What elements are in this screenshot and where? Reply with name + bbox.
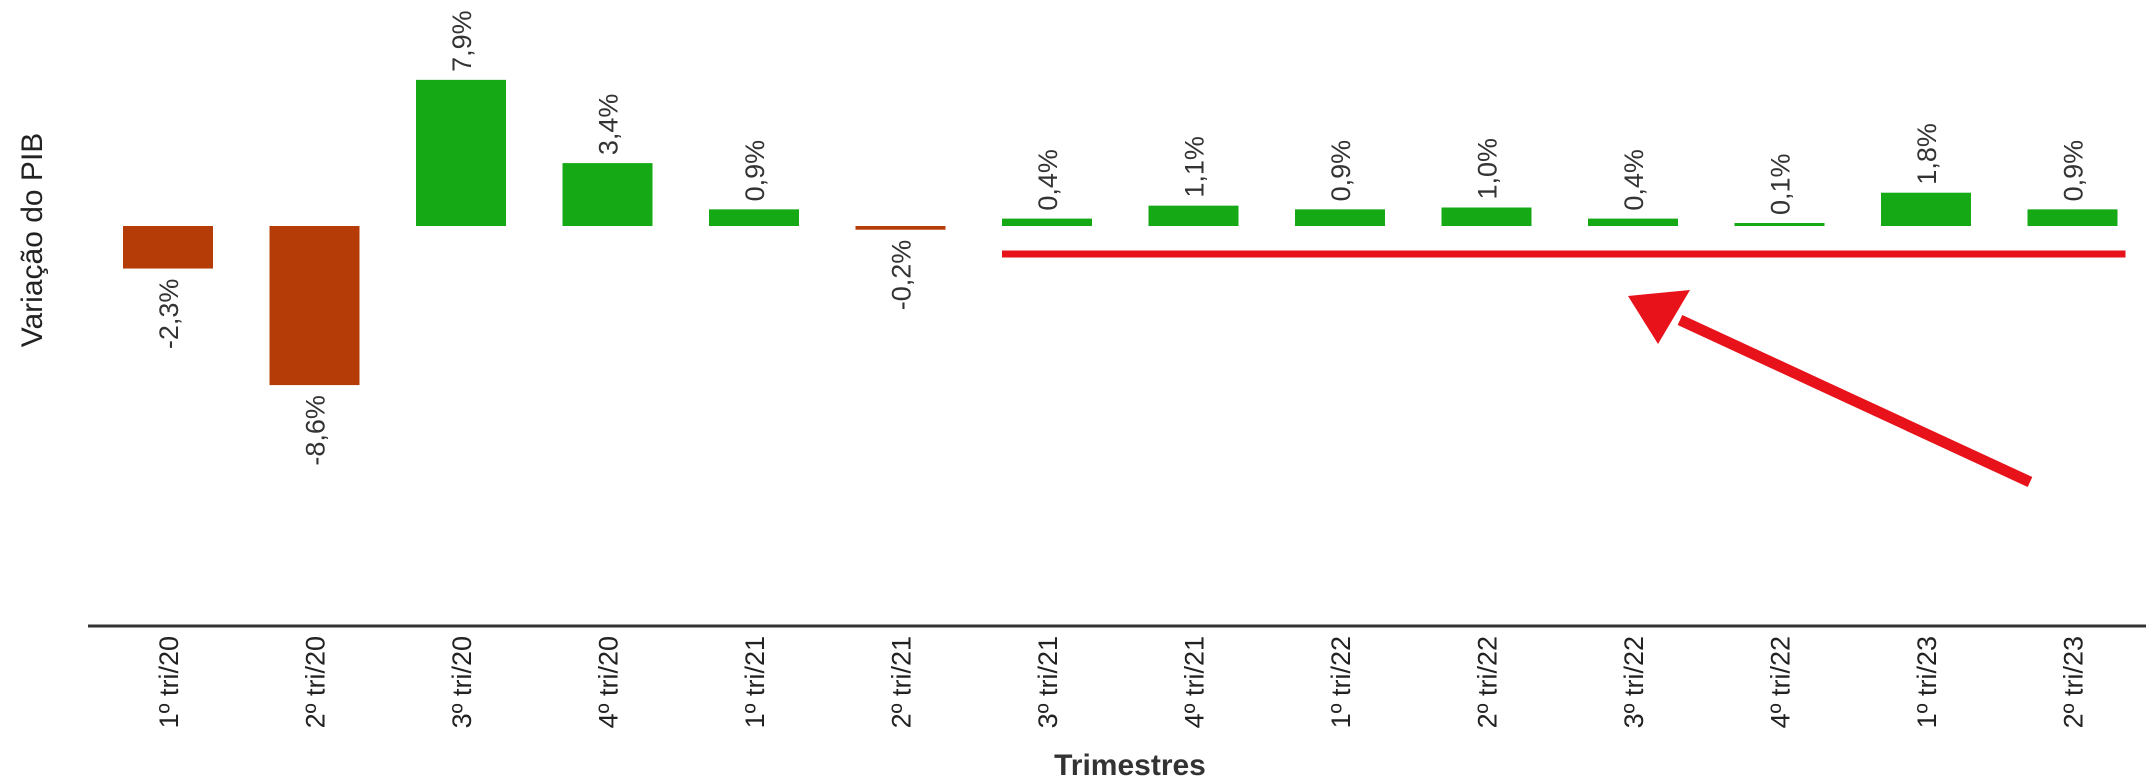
data-label-5: -0,2%	[887, 240, 917, 311]
data-label-4: 0,9%	[740, 140, 770, 202]
data-label-6: 0,4%	[1033, 149, 1063, 211]
x-tick-10: 3º tri/22	[1619, 636, 1649, 728]
bar-8	[1295, 209, 1385, 226]
data-label-10: 0,4%	[1619, 149, 1649, 211]
data-label-7: 1,1%	[1180, 136, 1210, 198]
bar-10	[1588, 218, 1678, 226]
x-tick-6: 3º tri/21	[1033, 636, 1063, 728]
bar-9	[1441, 207, 1532, 226]
bar-11	[1734, 223, 1825, 226]
data-label-9: 1,0%	[1473, 138, 1503, 200]
x-tick-5: 2º tri/21	[887, 636, 917, 728]
x-tick-4: 1º tri/21	[740, 636, 770, 728]
bars-group: -2,3% -8,6% 7,9% 3,4% 0,9% -0,2% 0,4% 1,1% 0,9% 1…	[123, 10, 2118, 466]
annotation-group	[1002, 250, 2126, 487]
data-label-8: 0,9%	[1326, 140, 1356, 202]
x-tick-2: 3º tri/20	[447, 636, 477, 728]
bar-13	[2027, 209, 2118, 226]
x-tick-11: 4º tri/22	[1766, 636, 1796, 728]
bar-5	[855, 226, 946, 230]
bar-12	[1881, 192, 1971, 226]
data-label-12: 1,8%	[1912, 123, 1942, 185]
bar-0	[123, 226, 213, 269]
x-tick-1: 2º tri/20	[301, 636, 331, 728]
bar-1	[269, 226, 360, 386]
data-label-0: -2,3%	[154, 279, 184, 350]
x-tick-9: 2º tri/22	[1473, 636, 1503, 728]
annotation-arrow-head	[1628, 290, 1690, 344]
x-tick-8: 1º tri/22	[1326, 636, 1356, 728]
data-label-1: -8,6%	[301, 395, 331, 466]
bar-4	[709, 209, 799, 226]
bar-7	[1148, 205, 1239, 226]
x-tick-12: 1º tri/23	[1912, 636, 1942, 728]
x-tick-0: 1º tri/20	[154, 636, 184, 728]
data-label-3: 3,4%	[594, 94, 624, 156]
data-label-2: 7,9%	[447, 10, 477, 72]
bar-2	[416, 79, 506, 226]
x-tick-3: 4º tri/20	[594, 636, 624, 728]
x-axis-title: Trimestres	[1054, 749, 1206, 782]
x-tick-7: 4º tri/21	[1180, 636, 1210, 728]
data-label-11: 0,1%	[1766, 153, 1796, 215]
bar-3	[562, 163, 653, 226]
x-tick-13: 2º tri/23	[2059, 636, 2089, 728]
bar-6	[1002, 218, 1092, 226]
y-axis-label: Variação do PIB	[16, 133, 49, 348]
annotation-arrow-shaft	[1677, 315, 2033, 487]
data-label-13: 0,9%	[2059, 140, 2089, 202]
x-tick-labels: 1º tri/20 2º tri/20 3º tri/20 4º tri/20 1º t…	[154, 636, 2089, 728]
